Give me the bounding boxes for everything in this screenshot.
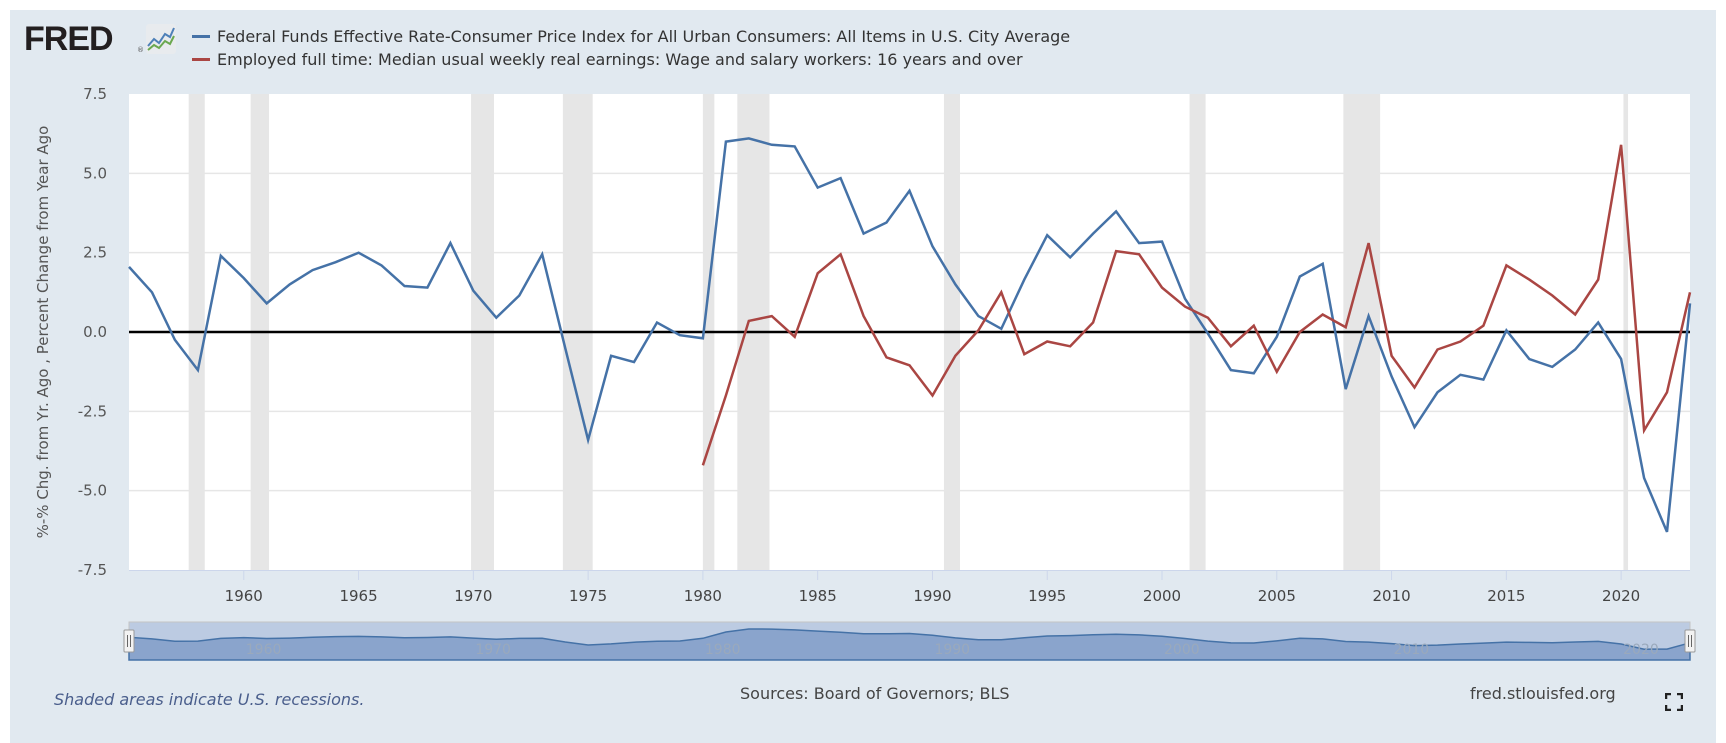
sources-text: Sources: Board of Governors; BLS [740, 684, 1010, 703]
y-tick-label: 0.0 [83, 323, 107, 341]
x-tick-label: 2010 [1372, 587, 1410, 605]
legend-label: Federal Funds Effective Rate-Consumer Pr… [217, 26, 1071, 46]
legend-label: Employed full time: Median usual weekly … [217, 49, 1023, 69]
logo-text: FRED [24, 20, 114, 58]
x-tick-label: 2005 [1258, 587, 1296, 605]
x-tick-label: 1970 [454, 587, 492, 605]
x-tick-label: 2000 [1143, 587, 1181, 605]
site-link[interactable]: fred.stlouisfed.org [1470, 684, 1616, 703]
chart-logo-icon [146, 24, 176, 54]
y-axis-label: %-% Chg. from Yr. Ago , Percent Change f… [34, 126, 52, 539]
navigator[interactable]: 1960 1970 1980 1990 2000 2010 2020 [123, 621, 1696, 661]
x-tick-label: 1975 [569, 587, 607, 605]
series-line-fed-funds-cpi [128, 137, 1692, 533]
navigator-tick-label: 2000 [1164, 642, 1200, 658]
x-tick-label: 1960 [225, 587, 263, 605]
y-tick-label: 2.5 [83, 244, 107, 262]
legend-swatch-blue [192, 34, 210, 38]
navigator-series-area [128, 628, 1691, 661]
navigator-tick-label: 1960 [246, 642, 282, 658]
y-tick-label: -2.5 [78, 402, 107, 420]
x-tick-label: 2020 [1602, 587, 1640, 605]
x-tick-label: 2015 [1487, 587, 1525, 605]
navigator-left-handle[interactable] [123, 629, 135, 653]
fred-logo[interactable]: FRED ® [24, 22, 184, 56]
series-line-real-earnings [701, 144, 1692, 466]
fullscreen-icon[interactable] [1665, 693, 1683, 711]
x-tick-label: 1980 [684, 587, 722, 605]
y-tick-label: -7.5 [78, 561, 107, 579]
recession-note: Shaded areas indicate U.S. recessions. [54, 690, 365, 709]
legend-item-real-earnings[interactable]: Employed full time: Median usual weekly … [192, 48, 1023, 70]
legend-item-fed-funds-cpi[interactable]: Federal Funds Effective Rate-Consumer Pr… [192, 25, 1070, 47]
y-tick-label: 5.0 [83, 164, 107, 182]
x-tick-label: 1985 [799, 587, 837, 605]
navigator-tick-label: 1970 [475, 642, 511, 658]
logo-registered-mark: ® [137, 46, 144, 54]
x-tick-label: 1995 [1028, 587, 1066, 605]
navigator-tick-label: 1990 [934, 642, 970, 658]
navigator-tick-label: 1980 [705, 642, 741, 658]
legend-swatch-red [192, 57, 210, 61]
x-tick-label: 1990 [913, 587, 951, 605]
navigator-tick-label: 2020 [1623, 642, 1659, 658]
y-tick-label: 7.5 [83, 85, 107, 103]
navigator-tick-label: 2010 [1394, 642, 1430, 658]
navigator-right-handle[interactable] [1684, 629, 1696, 653]
x-tick-label: 1965 [339, 587, 377, 605]
y-tick-label: -5.0 [78, 482, 107, 500]
